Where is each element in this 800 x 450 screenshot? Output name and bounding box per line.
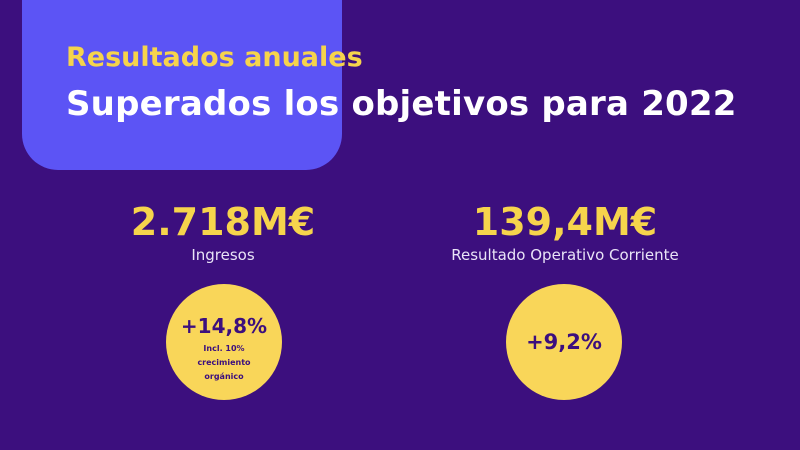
metric-revenue-value: 2.718M€ — [130, 200, 316, 244]
accent-tab-shape — [22, 0, 342, 170]
metric-operating-result-label: Resultado Operativo Corriente — [451, 246, 679, 264]
metric-revenue: 2.718M€ Ingresos — [108, 198, 338, 264]
metric-operating-result: 139,4M€ Resultado Operativo Corriente — [410, 198, 720, 264]
revenue-growth-badge: +14,8% Incl. 10% crecimiento orgánico — [166, 284, 282, 400]
metric-operating-result-value: 139,4M€ — [472, 200, 658, 244]
slide-title: Superados los objetivos para 2022 — [66, 84, 737, 124]
revenue-growth-note: Incl. 10% crecimiento orgánico — [197, 344, 251, 381]
revenue-growth-value: +14,8% — [180, 314, 268, 338]
operating-growth-badge: +9,2% — [506, 284, 622, 400]
operating-growth-value: +9,2% — [526, 330, 602, 354]
metric-revenue-label: Ingresos — [191, 246, 255, 264]
section-eyebrow: Resultados anuales — [66, 42, 363, 73]
